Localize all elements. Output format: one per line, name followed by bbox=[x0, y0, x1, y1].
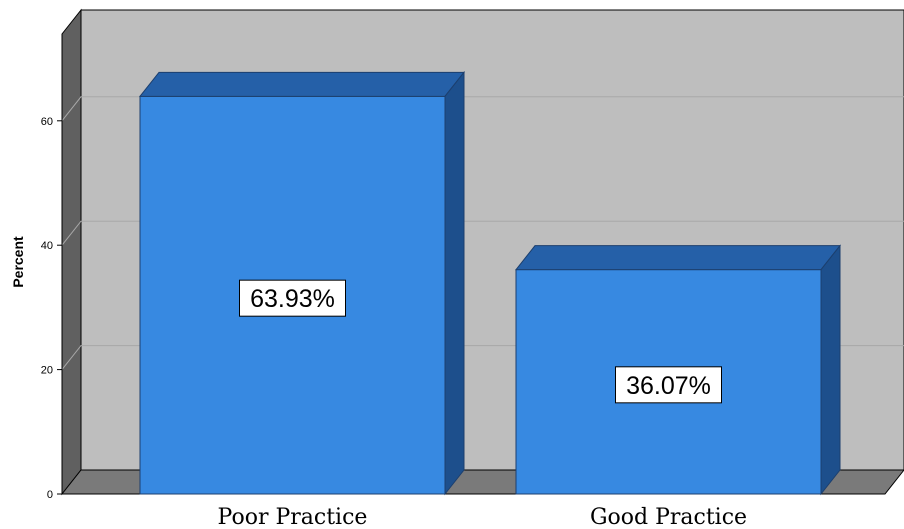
x-category-label: Poor Practice bbox=[218, 505, 368, 529]
data-label-box bbox=[615, 366, 722, 404]
data-label: 36.07% bbox=[626, 372, 711, 400]
bars: 63.93% 36.07% bbox=[138, 70, 842, 496]
x-category-label: Good Practice bbox=[590, 505, 747, 529]
y-tick-label: 60 bbox=[41, 116, 53, 128]
gridline bbox=[61, 96, 904, 122]
y-tick-label: 40 bbox=[41, 240, 53, 252]
data-label: 63.93% bbox=[250, 285, 335, 313]
y-tick-label: 20 bbox=[41, 365, 53, 377]
y-axis-title: Percent bbox=[10, 236, 26, 288]
bar-top-face bbox=[138, 71, 466, 97]
bar-side-face bbox=[444, 70, 465, 496]
gridline bbox=[61, 220, 904, 246]
bar: 63.93% bbox=[138, 70, 466, 496]
y-axis-ticks: 0 20 40 60 bbox=[41, 116, 62, 501]
bar-side-face bbox=[820, 244, 841, 496]
data-label-box bbox=[239, 279, 346, 317]
bar-top-face bbox=[514, 245, 842, 271]
bar: 36.07% bbox=[514, 244, 842, 496]
y-tick-label: 0 bbox=[47, 489, 53, 501]
plot-left-wall bbox=[61, 8, 82, 496]
category-labels: Poor Practice Good Practice bbox=[218, 505, 748, 529]
